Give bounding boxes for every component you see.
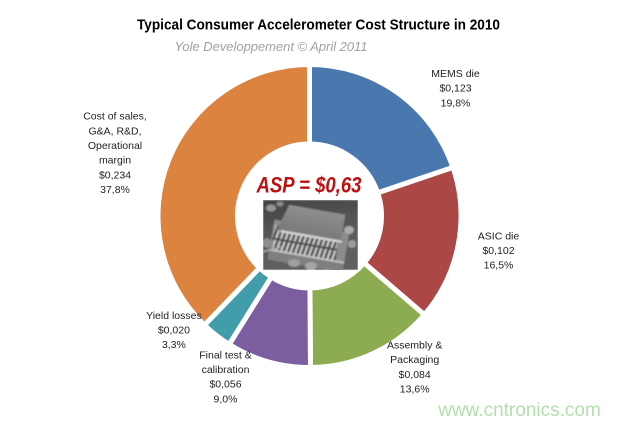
svg-text:Yole Developpement © April 201: Yole Developpement © April 2011 bbox=[175, 39, 368, 54]
svg-text:Typical Consumer Accelerometer: Typical Consumer Accelerometer Cost Stru… bbox=[137, 17, 500, 34]
svg-text:www.cntronics.com: www.cntronics.com bbox=[437, 400, 601, 421]
svg-text:ASP = $0,63: ASP = $0,63 bbox=[256, 173, 362, 198]
svg-text:Cost of sales,G&A, R&D,Operati: Cost of sales, G&A, R&D, Operational margin… bbox=[83, 111, 147, 197]
